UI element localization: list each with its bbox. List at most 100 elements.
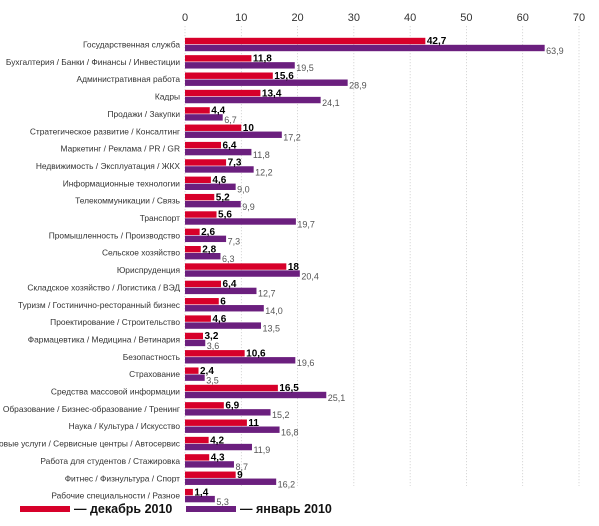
bar-january xyxy=(185,478,277,485)
value-label-december: 6,9 xyxy=(225,401,239,412)
legend-label-december: — декабрь 2010 xyxy=(74,502,172,516)
x-tick-label: 0 xyxy=(182,12,188,24)
category-label: Юриспруденция xyxy=(117,265,180,275)
value-label-december: 6,4 xyxy=(223,279,237,290)
bar-december xyxy=(185,124,242,131)
category-label: Недвижимость / Эксплуатация / ЖКХ xyxy=(36,161,181,171)
bar-january xyxy=(185,114,223,121)
category-label: Складское хозяйство / Логистика / ВЭД xyxy=(27,282,180,292)
bars xyxy=(185,37,545,503)
value-label-december: 5,6 xyxy=(218,210,232,221)
category-label: Государственная служба xyxy=(83,40,180,50)
value-label-january: 19,7 xyxy=(297,219,315,229)
bar-january xyxy=(185,339,206,347)
bar-january xyxy=(185,200,241,208)
category-label: Информационные технологии xyxy=(63,178,181,188)
bar-january xyxy=(185,426,280,433)
bar-january xyxy=(185,148,252,156)
value-labels: 42,7 63,9 11,8 19,515,6 28,9 13,4 24,1 4,46,7 10… xyxy=(194,36,563,507)
bar-january xyxy=(185,131,282,138)
bar-december xyxy=(185,246,201,253)
value-label-december: 42,7 xyxy=(427,36,447,47)
value-label-december: 5,2 xyxy=(216,192,230,203)
bar-january xyxy=(185,183,236,190)
bar-december xyxy=(185,332,204,340)
value-label-january: 28,9 xyxy=(349,81,367,91)
category-label: Безопастность xyxy=(123,352,181,362)
value-label-january: 3,5 xyxy=(206,375,219,385)
value-label-december: 11 xyxy=(248,418,259,429)
value-label-december: 2,4 xyxy=(200,366,214,377)
value-label-january: 11,9 xyxy=(253,445,270,455)
bar-december xyxy=(185,384,278,392)
bar-december xyxy=(185,471,236,478)
category-label: Стратегическое развитие / Консалтинг xyxy=(30,126,180,136)
bar-january xyxy=(185,79,348,86)
legend-label-january: — январь 2010 xyxy=(240,502,332,516)
value-label-january: 20,4 xyxy=(301,271,319,281)
bar-december xyxy=(185,228,200,236)
bar-december xyxy=(185,419,247,426)
category-label: Телекоммуникации / Связь xyxy=(75,196,181,206)
x-tick-label: 70 xyxy=(573,12,585,24)
category-label: Фармацевтика / Медицина / Ветинария xyxy=(28,334,180,344)
value-label-january: 6,7 xyxy=(224,115,237,125)
value-label-january: 25,1 xyxy=(328,393,346,403)
category-label: Средства массовой информации xyxy=(51,387,180,397)
bar-january xyxy=(185,391,327,399)
bar-january xyxy=(185,218,296,225)
bar-december xyxy=(185,211,217,218)
bar-december xyxy=(185,159,227,166)
value-label-january: 63,9 xyxy=(546,46,564,56)
legend-swatch-december xyxy=(20,506,70,512)
value-label-december: 10 xyxy=(243,123,255,134)
bar-december xyxy=(185,436,209,444)
bar-january xyxy=(185,443,252,451)
category-label: Сельское хозяйство xyxy=(102,248,180,258)
value-label-january: 6,3 xyxy=(222,254,235,264)
value-label-december: 15,6 xyxy=(274,71,294,82)
value-label-january: 7,3 xyxy=(228,237,241,247)
bar-january xyxy=(185,270,300,277)
category-label: Кадры xyxy=(155,92,180,102)
category-label: Рабочие специальности / Разное xyxy=(51,491,180,501)
bar-january xyxy=(185,253,221,260)
value-label-january: 5,3 xyxy=(216,497,229,507)
category-label: Страхование xyxy=(129,369,180,379)
value-label-december: 4,3 xyxy=(211,453,225,464)
value-label-january: 12,2 xyxy=(255,167,273,177)
bar-january xyxy=(185,374,205,381)
bar-january xyxy=(185,495,215,503)
x-tick-label: 30 xyxy=(348,12,360,24)
value-label-december: 11,8 xyxy=(253,54,272,65)
bar-december xyxy=(185,107,210,114)
value-label-december: 10,6 xyxy=(246,349,266,360)
value-label-december: 2,8 xyxy=(202,244,216,255)
x-tick-label: 50 xyxy=(460,12,472,24)
bar-december xyxy=(185,55,252,62)
bar-december xyxy=(185,315,211,322)
value-label-january: 3,6 xyxy=(207,341,220,351)
x-tick-label: 40 xyxy=(404,12,416,24)
value-label-december: 2,6 xyxy=(201,227,215,238)
value-label-december: 4,6 xyxy=(212,175,226,186)
category-label: Административная работа xyxy=(77,74,181,84)
bar-december xyxy=(185,367,199,374)
value-label-december: 6 xyxy=(220,296,226,307)
value-label-december: 4,6 xyxy=(212,314,226,325)
bar-january xyxy=(185,322,261,329)
bar-january xyxy=(185,287,257,295)
bar-december xyxy=(185,176,211,183)
value-label-january: 19,5 xyxy=(296,63,314,73)
bar-december xyxy=(185,37,426,45)
bar-january xyxy=(185,461,234,468)
x-tick-label: 20 xyxy=(291,12,303,24)
category-label: Продажи / Закупки xyxy=(108,109,181,119)
x-tick-label: 10 xyxy=(235,12,247,24)
value-label-december: 16,5 xyxy=(279,383,299,394)
bar-december xyxy=(185,280,222,288)
category-label: Образование / Бизнес-образование / Трени… xyxy=(3,404,180,414)
category-label: Транспорт xyxy=(140,213,180,223)
value-label-december: 3,2 xyxy=(205,331,219,342)
